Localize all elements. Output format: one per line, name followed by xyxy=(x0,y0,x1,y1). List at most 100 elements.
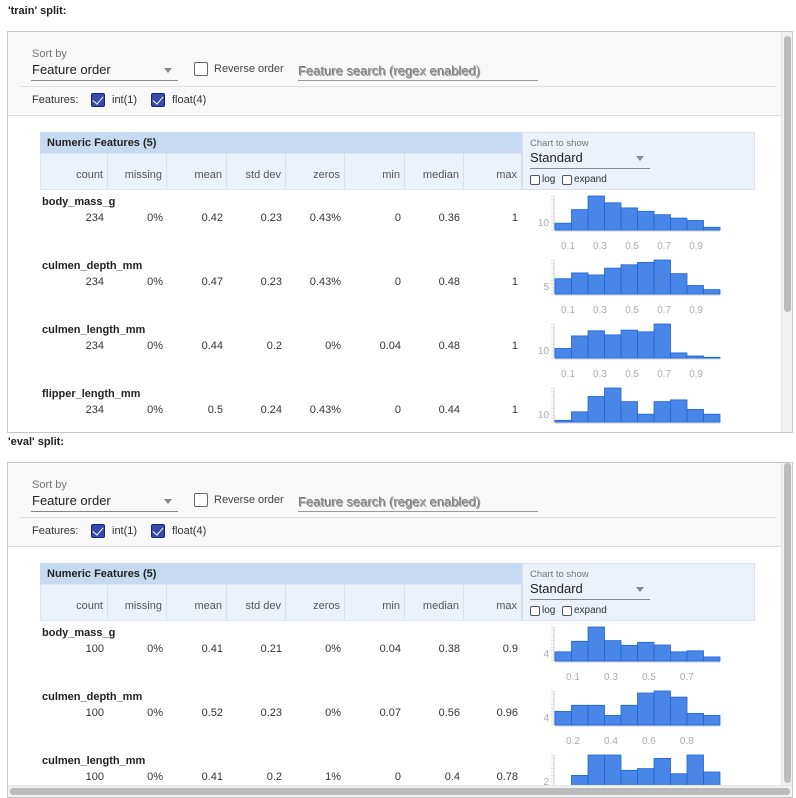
feature-name[interactable]: culmen_length_mm xyxy=(42,324,146,336)
column-header-max[interactable]: max xyxy=(464,584,522,620)
histogram-bar[interactable] xyxy=(554,278,572,295)
feature-name[interactable]: body_mass_g xyxy=(42,627,116,639)
histogram-bar[interactable] xyxy=(670,273,688,295)
histogram-bar[interactable] xyxy=(587,330,605,359)
histogram-bar[interactable] xyxy=(686,713,704,726)
histogram-bar[interactable] xyxy=(670,696,688,726)
histogram-bar[interactable] xyxy=(571,272,589,295)
column-header-max[interactable]: max xyxy=(464,153,522,189)
histogram-bar[interactable] xyxy=(554,222,572,231)
histogram-bar[interactable] xyxy=(587,195,605,231)
histogram-bar[interactable] xyxy=(604,334,622,359)
column-header-min[interactable]: min xyxy=(345,153,405,189)
scrollbar-thumb[interactable] xyxy=(784,463,791,783)
histogram-bar[interactable] xyxy=(554,348,572,359)
sort-by-select[interactable]: Feature order xyxy=(31,62,178,81)
histogram-bar[interactable] xyxy=(670,352,688,359)
column-header-mean[interactable]: mean xyxy=(167,584,227,620)
histogram-bar[interactable] xyxy=(670,399,688,423)
histogram-bar[interactable] xyxy=(637,641,655,662)
column-header-zeros[interactable]: zeros xyxy=(286,584,345,620)
histogram-bar[interactable] xyxy=(587,626,605,662)
histogram-bar[interactable] xyxy=(571,209,589,231)
histogram-bar[interactable] xyxy=(653,644,671,662)
histogram-bar[interactable] xyxy=(571,704,589,726)
column-header-count[interactable]: count xyxy=(40,584,108,620)
histogram-bar[interactable] xyxy=(587,274,605,295)
histogram-bar[interactable] xyxy=(604,640,622,662)
feature-search-input[interactable] xyxy=(298,61,538,81)
histogram-bar[interactable] xyxy=(604,387,622,423)
feature-type-checkbox[interactable] xyxy=(91,524,105,538)
histogram-bar[interactable] xyxy=(620,401,638,423)
histogram-bar[interactable] xyxy=(686,754,704,790)
column-header-zeros[interactable]: zeros xyxy=(286,153,345,189)
histogram-bar[interactable] xyxy=(620,264,638,295)
column-header-median[interactable]: median xyxy=(405,153,464,189)
histogram-bar[interactable] xyxy=(686,220,704,231)
histogram-bar[interactable] xyxy=(604,715,622,726)
column-header-std-dev[interactable]: std dev xyxy=(227,153,286,189)
histogram-bar[interactable] xyxy=(686,409,704,423)
histogram-bar[interactable] xyxy=(604,754,622,790)
histogram-bar[interactable] xyxy=(587,754,605,790)
histogram-bar[interactable] xyxy=(604,202,622,231)
histogram-bar[interactable] xyxy=(670,217,688,231)
histogram-bar[interactable] xyxy=(686,650,704,662)
column-header-count[interactable]: count xyxy=(40,153,108,189)
histogram-bar[interactable] xyxy=(604,267,622,295)
histogram-bar[interactable] xyxy=(653,690,671,726)
histogram-bar[interactable] xyxy=(686,355,704,359)
column-header-median[interactable]: median xyxy=(405,584,464,620)
vertical-scrollbar[interactable] xyxy=(781,32,792,432)
expand-checkbox[interactable] xyxy=(562,606,572,616)
horizontal-scrollbar[interactable] xyxy=(8,785,792,797)
histogram-bar[interactable] xyxy=(637,261,655,295)
histogram-bar[interactable] xyxy=(637,331,655,359)
histogram-bar[interactable] xyxy=(653,214,671,231)
feature-type-checkbox[interactable] xyxy=(151,524,165,538)
histogram-bar[interactable] xyxy=(587,396,605,423)
histogram-bar[interactable] xyxy=(620,207,638,231)
histogram-bar[interactable] xyxy=(703,226,721,231)
histogram-bar[interactable] xyxy=(554,419,572,423)
histogram-bar[interactable] xyxy=(554,710,572,726)
histogram-bar[interactable] xyxy=(620,644,638,662)
feature-type-checkbox[interactable] xyxy=(151,93,165,107)
histogram-bar[interactable] xyxy=(571,411,589,423)
chart-to-show-select[interactable]: Standard xyxy=(530,581,650,600)
sort-by-select[interactable]: Feature order xyxy=(31,493,178,512)
histogram-bar[interactable] xyxy=(637,210,655,231)
feature-name[interactable]: flipper_length_mm xyxy=(42,388,141,400)
scrollbar-thumb[interactable] xyxy=(10,788,790,795)
histogram-bar[interactable] xyxy=(620,329,638,359)
column-header-min[interactable]: min xyxy=(345,584,405,620)
histogram-bar[interactable] xyxy=(637,692,655,726)
histogram-bar[interactable] xyxy=(670,651,688,662)
scrollbar-thumb[interactable] xyxy=(784,36,791,312)
histogram-bar[interactable] xyxy=(703,656,721,662)
reverse-order-checkbox[interactable] xyxy=(194,493,208,507)
column-header-mean[interactable]: mean xyxy=(167,153,227,189)
column-header-missing[interactable]: missing xyxy=(108,153,167,189)
histogram-bar[interactable] xyxy=(653,401,671,423)
feature-name[interactable]: culmen_depth_mm xyxy=(42,260,143,272)
histogram-bar[interactable] xyxy=(620,704,638,726)
histogram-bar[interactable] xyxy=(703,356,721,359)
histogram-bar[interactable] xyxy=(703,289,721,295)
vertical-scrollbar[interactable] xyxy=(781,463,792,797)
feature-name[interactable]: culmen_depth_mm xyxy=(42,691,143,703)
histogram-bar[interactable] xyxy=(637,413,655,423)
reverse-order-checkbox[interactable] xyxy=(194,62,208,76)
column-header-std-dev[interactable]: std dev xyxy=(227,584,286,620)
feature-search-input[interactable] xyxy=(298,492,538,512)
histogram-bar[interactable] xyxy=(554,651,572,662)
histogram-bar[interactable] xyxy=(653,259,671,295)
histogram-bar[interactable] xyxy=(587,704,605,726)
histogram-bar[interactable] xyxy=(653,323,671,359)
histogram-bar[interactable] xyxy=(571,640,589,662)
histogram-bar[interactable] xyxy=(686,285,704,295)
feature-type-checkbox[interactable] xyxy=(91,93,105,107)
histogram-bar[interactable] xyxy=(703,715,721,726)
feature-name[interactable]: body_mass_g xyxy=(42,196,116,208)
